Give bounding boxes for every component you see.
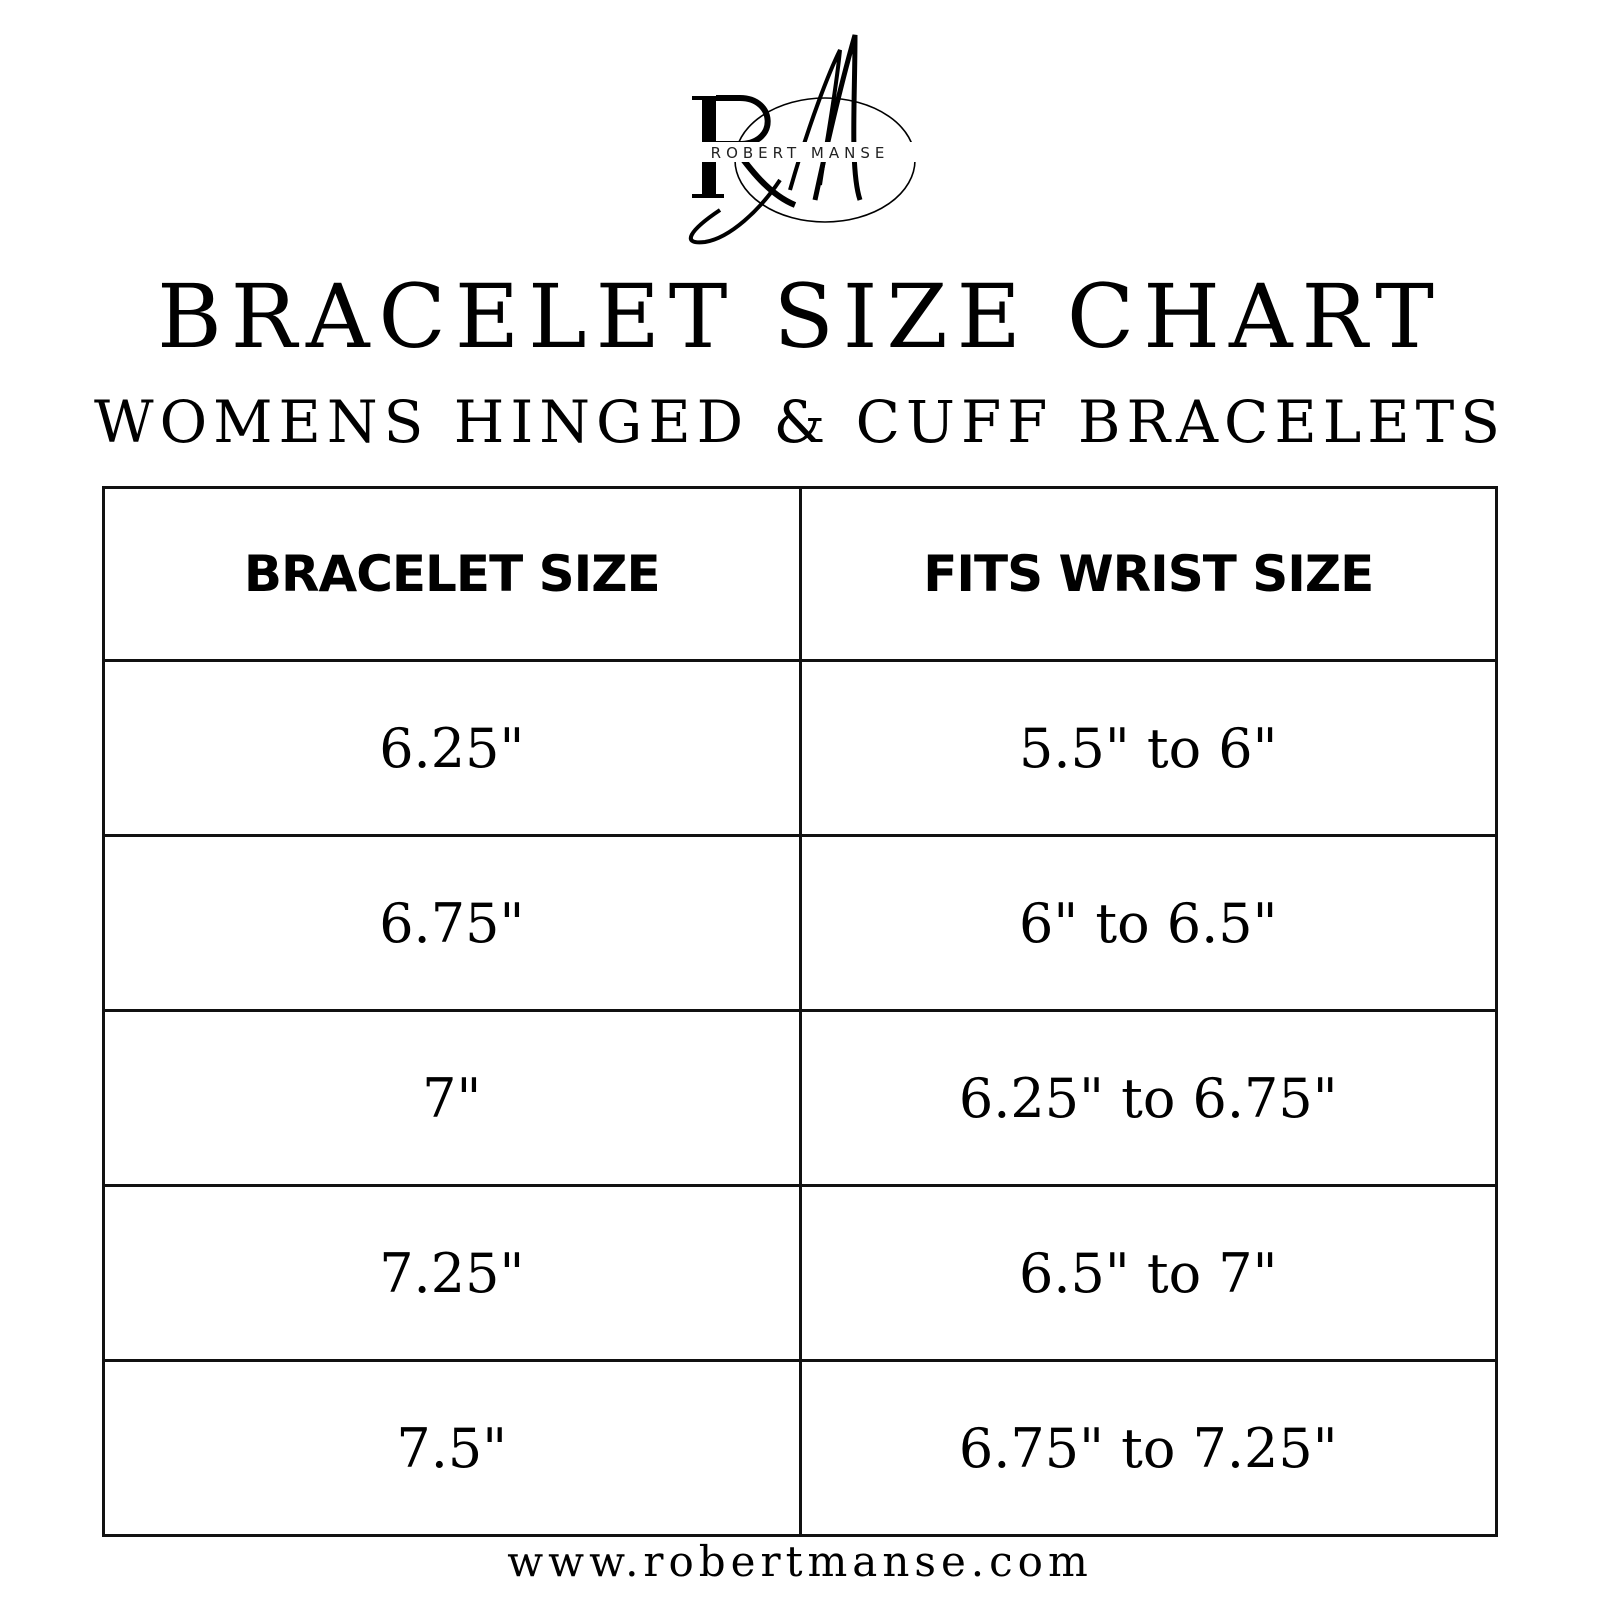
bracelet-size-cell: 6.75": [102, 834, 802, 1012]
page-subtitle: WOMENS HINGED & CUFF BRACELETS: [93, 388, 1507, 456]
monogram-icon: ROBERT MANSE: [675, 34, 925, 245]
table-row: 7.5" 6.75" to 7.25": [102, 1359, 1498, 1537]
table-row: 6.25" 5.5" to 6": [102, 659, 1498, 837]
logo-brand-text: ROBERT MANSE: [711, 144, 890, 162]
header-fits-wrist-size: FITS WRIST SIZE: [798, 486, 1498, 662]
wrist-size-cell: 6.25" to 6.75": [798, 1009, 1498, 1187]
table-row: 7.25" 6.5" to 7": [102, 1184, 1498, 1362]
wrist-size-cell: 6" to 6.5": [798, 834, 1498, 1012]
bracelet-size-cell: 6.25": [102, 659, 802, 837]
wrist-size-cell: 6.5" to 7": [798, 1184, 1498, 1362]
table-header-row: BRACELET SIZE FITS WRIST SIZE: [102, 486, 1498, 662]
website-url: www.robertmanse.com: [507, 1537, 1093, 1586]
header-bracelet-size: BRACELET SIZE: [102, 486, 802, 662]
robert-manse-logo: ROBERT MANSE: [660, 10, 940, 250]
table-row: 6.75" 6" to 6.5": [102, 834, 1498, 1012]
wrist-size-cell: 6.75" to 7.25": [798, 1359, 1498, 1537]
bracelet-size-cell: 7.25": [102, 1184, 802, 1362]
bracelet-size-cell: 7": [102, 1009, 802, 1187]
page-title: BRACELET SIZE CHART: [157, 265, 1443, 368]
wrist-size-cell: 5.5" to 6": [798, 659, 1498, 837]
table-row: 7" 6.25" to 6.75": [102, 1009, 1498, 1187]
size-chart-table: BRACELET SIZE FITS WRIST SIZE 6.25" 5.5" …: [102, 486, 1498, 1537]
bracelet-size-cell: 7.5": [102, 1359, 802, 1537]
